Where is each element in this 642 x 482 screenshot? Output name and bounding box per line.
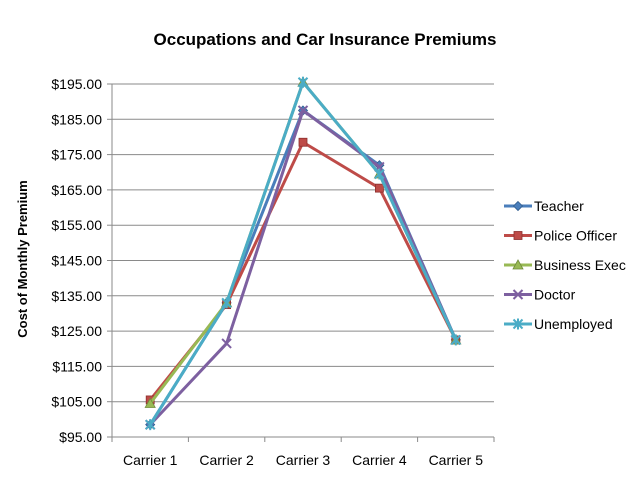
y-tick-label: $195.00 — [51, 76, 102, 92]
series-lines — [144, 76, 462, 431]
y-tick-label: $165.00 — [51, 182, 102, 198]
x-tick-label: Carrier 2 — [199, 452, 254, 468]
series-line-doctor — [149, 108, 458, 426]
legend-marker — [513, 231, 523, 240]
legend-label: Teacher — [534, 198, 584, 214]
series-line-unemployed — [148, 80, 458, 426]
legend-marker — [512, 259, 524, 270]
marker-stroke — [221, 338, 232, 349]
chart-title: Occupations and Car Insurance Premiums — [154, 30, 497, 49]
data-point — [374, 168, 385, 180]
data-point — [221, 338, 232, 349]
legend-item-unemployed: Unemployed — [504, 316, 613, 332]
y-tick-label: $155.00 — [51, 217, 102, 233]
legend-item-doctor: Doctor — [504, 287, 576, 303]
legend-item-teacher: Teacher — [504, 198, 584, 214]
legend: Teacher Police Officer Business Exec Doctor… — [504, 198, 626, 332]
marker-stroke — [297, 105, 309, 116]
y-tick-label: $125.00 — [51, 323, 102, 339]
data-point — [450, 334, 462, 346]
marker-stroke — [512, 289, 524, 300]
data-point — [144, 397, 156, 408]
data-point — [144, 419, 156, 431]
legend-marker — [512, 200, 524, 212]
legend-label: Business Exec — [534, 257, 626, 273]
legend-label: Doctor — [534, 287, 576, 303]
series-line-police-officer — [149, 140, 458, 401]
data-point — [374, 183, 384, 193]
y-tick-label: $95.00 — [59, 429, 102, 445]
gridlines — [112, 83, 494, 403]
y-tick-label: $135.00 — [51, 288, 102, 304]
legend-label: Police Officer — [534, 228, 617, 244]
series-unemployed — [144, 76, 462, 431]
y-tick-label: $115.00 — [52, 358, 102, 374]
series-police-officer — [145, 137, 461, 405]
y-axis-label: Cost of Monthly Premium — [15, 180, 30, 337]
x-tick-label: Carrier 3 — [276, 452, 331, 468]
legend-marker — [512, 318, 524, 330]
data-point — [298, 137, 308, 147]
axes: $95.00 $105.00 $115.00 $125.00 $135.00 $145.0… — [51, 76, 495, 468]
legend-item-business-exec: Business Exec — [504, 257, 626, 273]
x-tick-label: Carrier 5 — [429, 452, 484, 468]
y-tick-label: $105.00 — [51, 394, 102, 410]
data-point — [221, 297, 232, 309]
y-tick-label: $185.00 — [51, 111, 102, 127]
data-point — [297, 105, 309, 116]
y-tick-label: $175.00 — [51, 147, 102, 163]
legend-marker — [512, 289, 524, 300]
x-tick-label: Carrier 1 — [123, 452, 178, 468]
data-point — [297, 76, 309, 88]
legend-label: Unemployed — [534, 316, 613, 332]
legend-item-police-officer: Police Officer — [504, 228, 617, 244]
y-tick-label: $145.00 — [51, 253, 102, 269]
x-tick-label: Carrier 4 — [352, 452, 407, 468]
